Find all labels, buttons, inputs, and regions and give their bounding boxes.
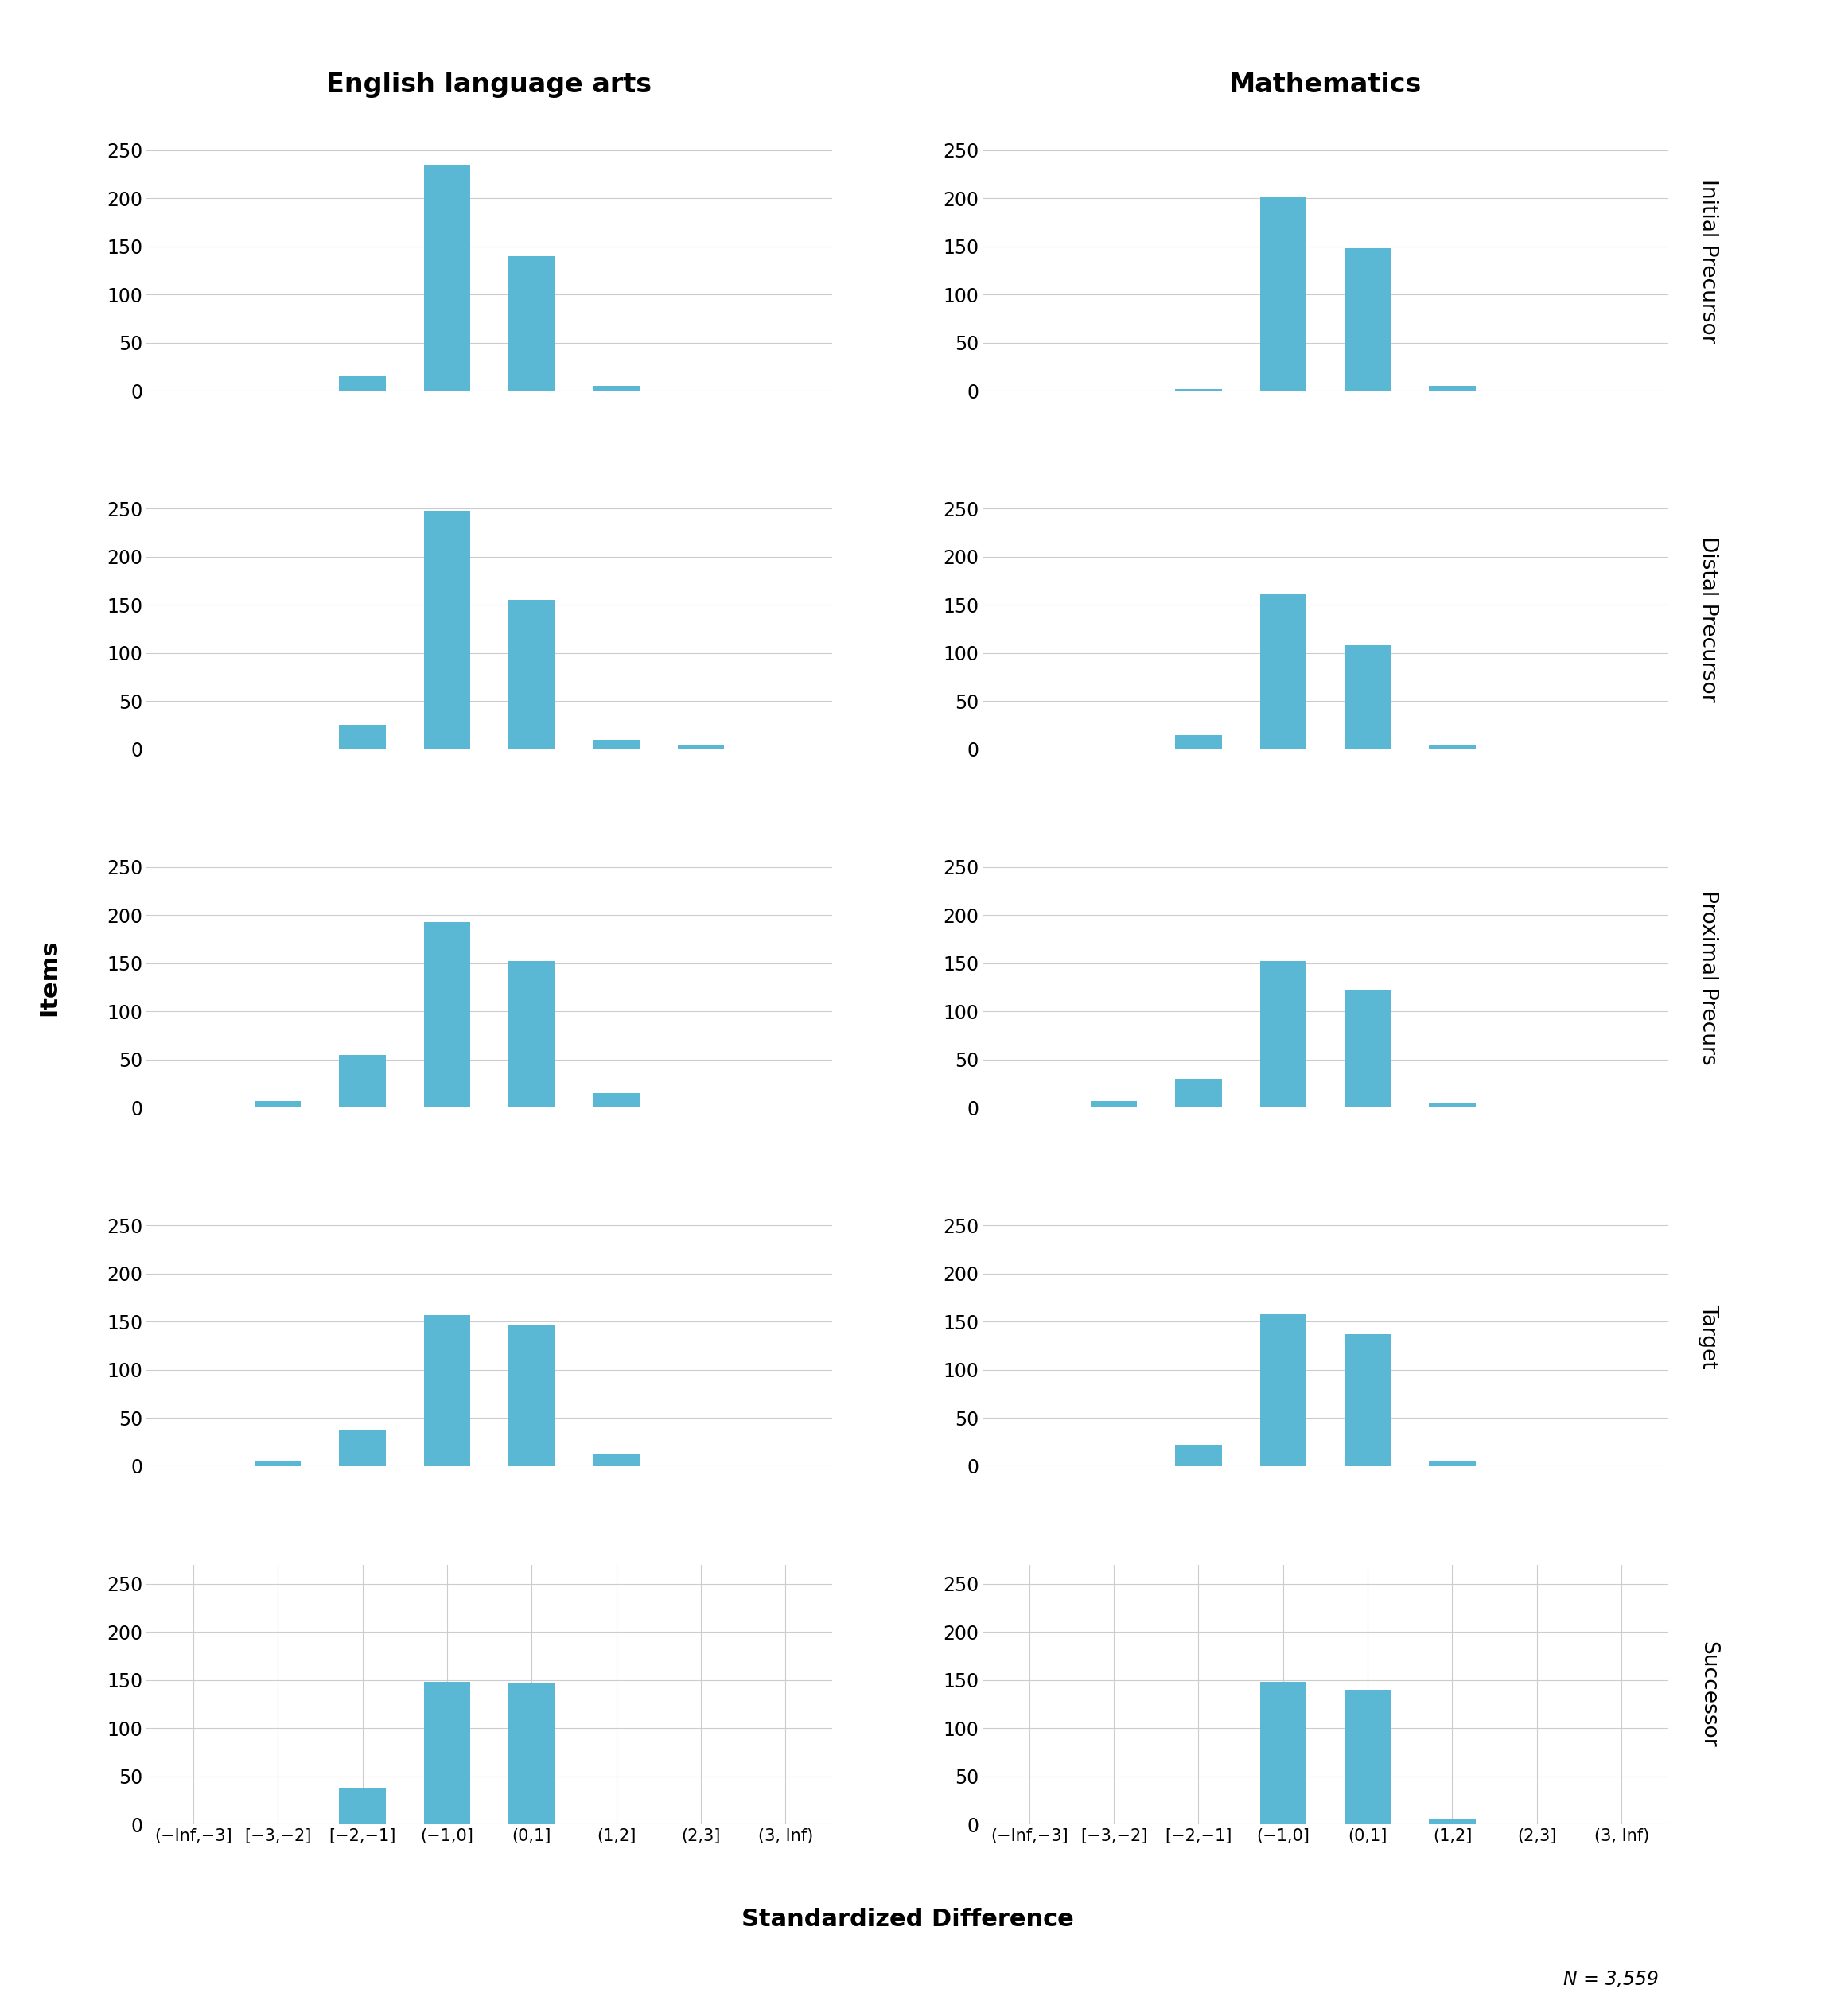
Text: Initial Precursor: Initial Precursor [1697, 179, 1719, 343]
Bar [339, 1429, 385, 1466]
Bar [423, 165, 471, 391]
Bar [255, 1101, 301, 1107]
Bar [1259, 1314, 1307, 1466]
Bar [339, 1054, 385, 1107]
Bar [423, 1681, 471, 1824]
Bar [255, 1462, 301, 1466]
Bar [1175, 1445, 1223, 1466]
Text: Distal Precursor: Distal Precursor [1697, 536, 1719, 702]
Bar [1430, 1820, 1476, 1824]
Bar [1259, 1681, 1307, 1824]
Bar [339, 726, 385, 750]
Bar [1430, 385, 1476, 391]
Bar [678, 744, 724, 750]
Bar [1175, 734, 1223, 750]
Bar [1259, 196, 1307, 391]
Bar [1344, 1335, 1391, 1466]
Bar [1430, 744, 1476, 750]
Bar [1175, 1079, 1223, 1107]
Bar [339, 1788, 385, 1824]
Text: English language arts: English language arts [326, 71, 653, 99]
Bar [592, 740, 640, 750]
Bar [1259, 593, 1307, 750]
Bar [508, 601, 555, 750]
Text: Mathematics: Mathematics [1228, 71, 1422, 99]
Bar [1430, 1103, 1476, 1107]
Bar [508, 1683, 555, 1824]
Bar [508, 962, 555, 1107]
Text: Items: Items [38, 939, 60, 1016]
Bar [1259, 962, 1307, 1107]
Bar [423, 510, 471, 750]
Bar [423, 1314, 471, 1466]
Text: Standardized Difference: Standardized Difference [741, 1907, 1074, 1931]
Text: N = 3,559: N = 3,559 [1564, 1970, 1659, 1990]
Bar [592, 1454, 640, 1466]
Bar [1344, 645, 1391, 750]
Text: Successor: Successor [1697, 1641, 1719, 1748]
Bar [592, 1093, 640, 1107]
Bar [1344, 990, 1391, 1107]
Bar [1344, 1689, 1391, 1824]
Bar [1344, 248, 1391, 391]
Bar [1091, 1101, 1136, 1107]
Bar [1430, 1462, 1476, 1466]
Text: Target: Target [1697, 1304, 1719, 1369]
Bar [508, 1325, 555, 1466]
Text: Proximal Precurs: Proximal Precurs [1697, 891, 1719, 1064]
Bar [339, 377, 385, 391]
Bar [423, 921, 471, 1107]
Bar [508, 256, 555, 391]
Bar [592, 385, 640, 391]
